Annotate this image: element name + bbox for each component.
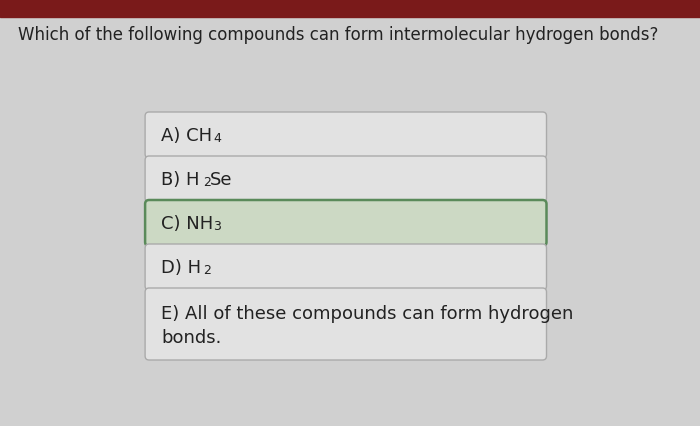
- Text: Se: Se: [210, 170, 232, 189]
- Text: 2: 2: [203, 264, 211, 277]
- Text: 4: 4: [214, 132, 221, 145]
- Text: 2: 2: [203, 176, 211, 189]
- Text: E) All of these compounds can form hydrogen
bonds.: E) All of these compounds can form hydro…: [161, 304, 573, 346]
- Text: Which of the following compounds can form intermolecular hydrogen bonds?: Which of the following compounds can for…: [18, 26, 659, 44]
- Bar: [0, 0, 700, 18]
- FancyBboxPatch shape: [145, 245, 547, 290]
- FancyBboxPatch shape: [145, 113, 547, 158]
- FancyBboxPatch shape: [145, 201, 547, 246]
- Text: D) H: D) H: [161, 259, 201, 276]
- Text: A) CH: A) CH: [161, 127, 212, 145]
- Text: 3: 3: [214, 220, 221, 233]
- FancyBboxPatch shape: [145, 157, 547, 202]
- Text: C) NH: C) NH: [161, 215, 214, 233]
- FancyBboxPatch shape: [145, 288, 547, 360]
- Text: B) H: B) H: [161, 170, 199, 189]
